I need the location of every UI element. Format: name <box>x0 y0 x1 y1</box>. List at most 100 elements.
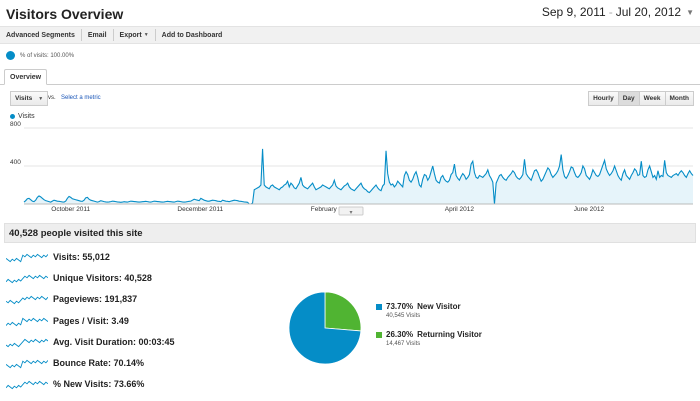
metric-value: 191,837 <box>104 294 138 305</box>
sparkline <box>6 296 48 305</box>
metric-row: Unique Visitors: 40,528 <box>6 271 152 285</box>
x-tick-label: April 2012 <box>445 206 475 213</box>
metric-row: Avg. Visit Duration: 00:03:45 <box>6 335 175 349</box>
export-label: Export <box>119 31 142 39</box>
sparkline <box>6 338 48 348</box>
vs-label: vs. <box>48 95 56 101</box>
metric-value: 40,528 <box>124 273 152 284</box>
new-visitor-slice <box>288 291 362 365</box>
pie-segment-icon <box>6 51 15 60</box>
granularity-month-button[interactable]: Month <box>664 91 694 106</box>
pie-legend-new-visitor: 73.70% New Visitor 40,545 Visits <box>376 302 461 319</box>
metric-text: Pageviews: 191,837 <box>53 294 137 304</box>
metric-text: % New Visits: 73.66% <box>53 379 144 389</box>
x-tick-label: October 2011 <box>51 206 90 213</box>
sparkline-line <box>6 380 48 390</box>
new-visitor-percent: 73.70% <box>386 302 414 311</box>
metric-value: 70.14% <box>113 358 145 368</box>
metric-label: Unique Visitors: <box>53 273 122 284</box>
export-button[interactable]: Export ▼ <box>114 27 155 43</box>
granularity-week-button[interactable]: Week <box>638 91 666 106</box>
segment-indicator: % of visits: 100.00% <box>6 51 74 60</box>
granularity-day-button[interactable]: Day <box>617 91 640 106</box>
metric-value: 73.66% <box>113 379 145 390</box>
metric-value: 00:03:45 <box>138 336 175 347</box>
metric-label: Pages / Visit: <box>53 315 109 326</box>
tab-divider <box>0 84 700 85</box>
chart-resize-handle[interactable] <box>338 206 364 216</box>
returning-visitor-percent: 26.30% <box>386 330 414 339</box>
sparkline-line <box>6 359 48 369</box>
sparkline <box>6 359 48 369</box>
sparkline <box>6 380 48 390</box>
metric-text: Visits: 55,012 <box>53 252 110 262</box>
visits-line-chart: 400 800 October 2011 December 2011 February … <box>10 121 694 216</box>
caret-down-icon: ▼ <box>38 95 44 102</box>
new-visitor-name: New Visitor <box>417 302 461 311</box>
date-end: Jul 20, 2012 <box>615 5 682 19</box>
page-title: Visitors Overview <box>6 6 124 22</box>
date-range-picker[interactable]: Sep 9, 2011 - Jul 20, 2012 ▼ <box>542 5 694 19</box>
metric-row: Bounce Rate: 70.14% <box>6 356 144 370</box>
metric-label: Visits: <box>53 252 80 262</box>
metric-value: 55,012 <box>82 252 110 262</box>
chevron-down-icon[interactable]: ▼ <box>686 7 694 17</box>
sparkline-line <box>6 253 48 263</box>
email-button[interactable]: Email <box>87 31 107 39</box>
visits-series-line <box>23 148 694 205</box>
metric-row: Pages / Visit: 3.49 <box>6 314 129 328</box>
returning-visitor-slice <box>324 291 362 332</box>
toolbar-divider <box>112 29 114 41</box>
metric-select[interactable]: Visits ▼ <box>10 91 49 106</box>
x-tick-label: June 2012 <box>574 206 605 213</box>
legend-label: Visits <box>18 113 35 120</box>
x-tick-label: December 2011 <box>177 206 223 213</box>
y-tick-label: 800 <box>10 121 21 128</box>
segment-label: % of visits: 100.00% <box>20 52 75 59</box>
metric-label: Bounce Rate: <box>53 358 112 368</box>
sparkline <box>6 317 48 326</box>
metric-label: Pageviews: <box>53 294 103 305</box>
metric-label: Avg. Visit Duration: <box>53 336 137 347</box>
grip-icon: ▾ <box>349 210 352 216</box>
header: Visitors Overview Sep 9, 2011 - Jul 20, … <box>0 0 700 28</box>
metric-label: % New Visits: <box>53 379 112 390</box>
pie-legend-returning-visitor: 26.30% Returning Visitor 14,467 Visits <box>376 330 482 347</box>
metric-text: Unique Visitors: 40,528 <box>53 273 152 283</box>
metric-text: Pages / Visit: 3.49 <box>53 316 129 326</box>
granularity-toggle: Hourly Day Week Month <box>588 91 694 106</box>
chart-legend: Visits <box>10 113 35 120</box>
sparkline <box>6 274 48 284</box>
tab-overview[interactable]: Overview <box>4 69 48 85</box>
sparkline <box>6 253 48 263</box>
sparkline-line <box>6 274 48 284</box>
returning-visitor-name: Returning Visitor <box>417 330 482 339</box>
sparkline-line <box>6 338 48 348</box>
summary-text: 40,528 people visited this site <box>9 227 143 239</box>
new-visitor-visits: 40,545 Visits <box>386 313 421 319</box>
sparkline-line <box>6 317 48 326</box>
visitor-type-pie-chart <box>288 291 362 365</box>
select-metric-link[interactable]: Select a metric <box>61 95 101 101</box>
metric-controls: Visits ▼ vs. Select a metric Hourly Day … <box>10 91 694 106</box>
metric-select-value: Visits <box>15 95 33 102</box>
new-visitor-swatch <box>376 303 382 310</box>
sparkline-line <box>6 296 48 305</box>
x-tick-label: February 2012 <box>311 206 354 213</box>
caret-down-icon: ▼ <box>143 32 149 38</box>
add-to-dashboard-button[interactable]: Add to Dashboard <box>161 31 223 39</box>
report-toolbar: Advanced Segments Email Export ▼ Add to … <box>0 26 700 44</box>
returning-visitor-visits: 14,467 Visits <box>386 341 421 347</box>
metric-row: Pageviews: 191,837 <box>6 292 137 306</box>
advanced-segments-button[interactable]: Advanced Segments <box>6 31 75 39</box>
metric-row: Visits: 55,012 <box>6 250 110 264</box>
toolbar-divider <box>154 29 156 41</box>
metric-text: Bounce Rate: 70.14% <box>53 358 144 368</box>
metric-value: 3.49 <box>111 315 129 326</box>
granularity-hourly-button[interactable]: Hourly <box>588 91 619 106</box>
series-dot-icon <box>10 114 15 119</box>
visits-area <box>24 148 693 204</box>
y-tick-label: 400 <box>10 159 21 166</box>
toolbar-divider <box>80 29 82 41</box>
metric-text: Avg. Visit Duration: 00:03:45 <box>53 337 175 347</box>
